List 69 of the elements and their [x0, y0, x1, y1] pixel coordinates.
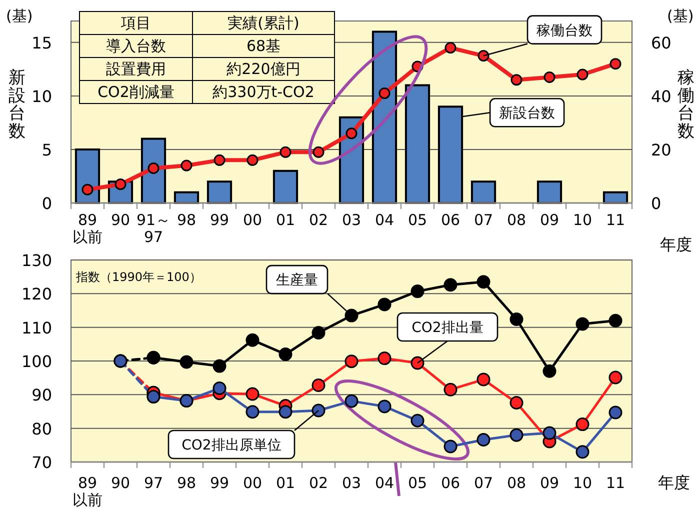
text: 稼働台数 [536, 22, 592, 39]
y-tick-label: 5 [42, 140, 52, 160]
x-tick-label: 97 [144, 474, 164, 492]
y2-tick-label: 40 [651, 86, 672, 106]
x-tick-label: 08 [506, 474, 526, 492]
x-tick-label: 98 [176, 211, 196, 229]
annotation: 導入台数 [80, 34, 192, 58]
x-tick-label: 99 [210, 211, 230, 229]
x-tick-label: 04 [374, 211, 394, 229]
x-tick-label: 11 [606, 474, 626, 492]
x-tick-label: 01 [276, 211, 296, 229]
x-tick-label: 01 [276, 474, 296, 492]
y-tick-label: 70 [32, 453, 52, 472]
y-axis-title: 新設台数 [8, 68, 26, 142]
y2-tick-label: 60 [651, 33, 672, 52]
x-tick-label: 05 [408, 211, 428, 229]
x-axis-title: 年度 [660, 235, 692, 254]
series-label: CO2排出量 [412, 320, 484, 336]
y2-tick-label: 0 [651, 194, 662, 213]
x-tick-label: 05 [408, 474, 428, 492]
x-tick-label: 10 [572, 474, 592, 492]
annotation: 項目 [80, 12, 192, 34]
x-tick-label: 99 [210, 474, 230, 492]
x-tick-label: 07 [474, 211, 494, 229]
x-tick-label: 89 以前 [72, 211, 102, 246]
text: (基) [667, 7, 694, 25]
annotation: CO2削減量 [80, 80, 192, 104]
y-tick-label: 90 [32, 386, 52, 405]
x-tick-label: 90 [110, 211, 130, 229]
x-tick-label: 98 [176, 474, 196, 492]
y-tick-label: 80 [32, 419, 52, 438]
y-tick-label: 100 [21, 352, 52, 371]
x-tick-label: 11 [606, 211, 626, 229]
x-tick-label: 04 [374, 474, 394, 492]
x-tick-label: 00 [242, 211, 262, 229]
x-tick-label: 09 [540, 474, 560, 492]
annotation: 実績(累計) [192, 12, 334, 34]
x-tick-label: 09 [540, 211, 560, 229]
x-tick-label: 00 [242, 474, 262, 492]
y-tick-label: 120 [21, 284, 52, 304]
y2-tick-label: 20 [651, 140, 672, 160]
annotation: 約220億円 [192, 58, 334, 80]
y-tick-label: 130 [21, 251, 52, 270]
x-tick-label: 06 [440, 211, 460, 229]
x-tick-label: 02 [308, 211, 328, 229]
text: (基) [6, 7, 33, 25]
x-tick-label: 89 以前 [72, 474, 102, 508]
x-tick-label: 91～ 97 [136, 211, 171, 246]
x-axis-title: 年度 [658, 473, 690, 492]
y-tick-label: 110 [21, 318, 52, 338]
series-label: CO2排出原単位 [182, 437, 282, 454]
annotation: 設置費用 [80, 58, 192, 80]
x-tick-label: 02 [308, 474, 328, 492]
legend-label: 新設台数 [499, 106, 556, 122]
y-tick-label: 0 [42, 194, 52, 213]
x-tick-label: 03 [342, 211, 362, 229]
x-tick-label: 07 [474, 474, 494, 492]
text: 生産量 [276, 272, 318, 289]
y2-axis-title: 稼働台数 [678, 68, 694, 142]
x-tick-label: 06 [440, 474, 460, 492]
x-tick-label: 10 [572, 211, 592, 229]
y-tick-label: 15 [32, 33, 52, 52]
annotation: 指数（1990年＝100） [75, 270, 202, 284]
annotation: 68基 [192, 34, 334, 58]
x-tick-label: 03 [342, 474, 362, 492]
y-tick-label: 10 [32, 86, 52, 106]
annotation: 約330万t-CO2 [192, 80, 334, 104]
x-tick-label: 08 [506, 211, 526, 229]
x-tick-label: 90 [110, 474, 130, 492]
